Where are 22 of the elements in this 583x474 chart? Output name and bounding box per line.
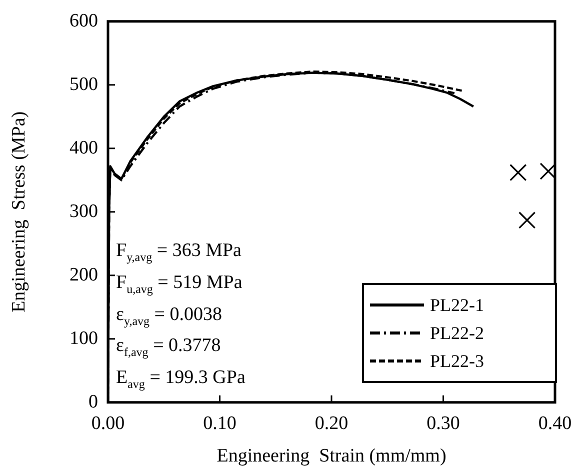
x-tick-label: 0.20 <box>314 412 348 434</box>
y-tick-label: 100 <box>70 328 98 349</box>
annotation: ε$_{y,avg}$ = 0.0038 <box>116 302 223 330</box>
y-axis-title: Engineering Stress (MPa) <box>8 111 30 312</box>
x-tick-label: 0.10 <box>203 412 236 434</box>
y-tick-label: 0 <box>88 391 98 412</box>
x-tick-label: 0.00 <box>91 412 125 434</box>
y-tick-label: 200 <box>70 264 98 286</box>
y-tick-label: 300 <box>70 200 98 222</box>
x-axis-title: Engineering Strain (mm/mm) <box>216 446 446 467</box>
legend-label: PL22-3 <box>430 350 484 372</box>
legend-label: PL22-2 <box>430 322 484 344</box>
x-tick-label: 0.40 <box>538 412 572 434</box>
annotation: ε$_{f,avg}$ = 0.3778 <box>116 334 222 362</box>
annotation: F$_{u,avg}$ = 519 MPa <box>116 270 244 298</box>
legend-label: PL22-1 <box>430 294 484 316</box>
annotation: F$_{y,avg}$ = 363 MPa <box>116 239 242 266</box>
y-tick-label: 400 <box>70 137 98 158</box>
x-tick-label: 0.30 <box>426 412 460 434</box>
y-tick-label: 500 <box>70 74 98 95</box>
y-tick-label: 600 <box>70 10 98 32</box>
annotation: E$_{avg}$ = 199.3 GPa <box>116 366 246 393</box>
